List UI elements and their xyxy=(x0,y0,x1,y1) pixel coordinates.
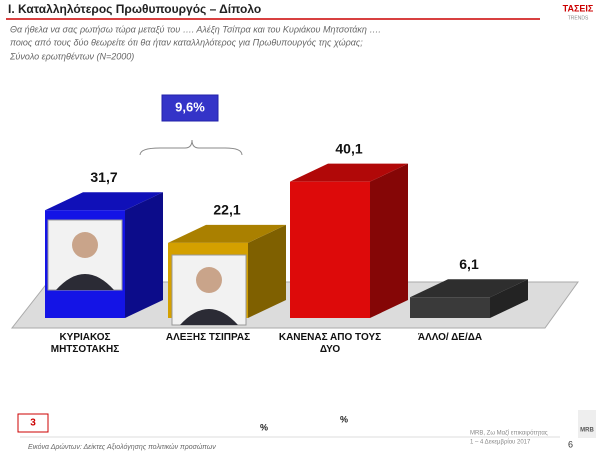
footer-note: Εικόνα Δρώντων: Δείκτες Αξιολόγησης πολι… xyxy=(28,443,216,451)
bar-side xyxy=(125,192,163,318)
category-label: ΆΛΛΟ/ ΔΕ/ΔΑ xyxy=(417,332,483,343)
bar-side xyxy=(370,163,408,318)
footer-percent: % xyxy=(340,414,348,424)
mrb-logo-text: MRB xyxy=(580,428,594,434)
footer-box-text: 3 xyxy=(30,418,36,429)
mrb-logo xyxy=(578,410,596,438)
logo-text: ΤΑΣΕΙΣ xyxy=(563,3,594,13)
footer-source: MRB, Ζω Μαζί επικαιρότητας xyxy=(470,430,548,437)
bar-side xyxy=(248,224,286,318)
value-label: 40,1 xyxy=(335,140,362,156)
bar xyxy=(290,181,370,318)
chart-title: Ι. Καταλληλότερος Πρωθυπουργός – Δίπολο xyxy=(8,2,261,16)
value-label: 22,1 xyxy=(213,202,240,218)
annotation: 9,6% xyxy=(175,99,205,114)
photo-head xyxy=(72,232,98,258)
bar-top xyxy=(410,279,528,298)
bar xyxy=(410,297,490,318)
photo-body xyxy=(180,309,238,325)
value-label: 6,1 xyxy=(459,256,479,272)
bar-top xyxy=(290,163,408,182)
footer-box xyxy=(17,413,49,433)
logo-sub: TRENDS xyxy=(568,15,589,21)
bar-side xyxy=(490,279,528,318)
logo xyxy=(556,2,596,24)
photo-body xyxy=(56,274,114,290)
photo-head xyxy=(196,267,222,293)
bracket xyxy=(139,139,243,156)
footer-source: 1 – 4 Δεκεμβρίου 2017 xyxy=(470,440,531,446)
page-number: 6 xyxy=(568,439,573,449)
bar-top xyxy=(168,224,286,243)
value-label: 31,7 xyxy=(90,169,117,185)
subtitle: Θα ήθελα να σας ρωτήσω τώρα μεταξύ του …… xyxy=(10,24,381,34)
subtitle: ποιος από τους δύο θεωρείτε ότι θα ήταν … xyxy=(10,37,363,47)
category-label: ΚΥΡΙΑΚΟΣ ΜΗΤΣΟΤΑΚΗΣ xyxy=(50,332,120,355)
annotation-box xyxy=(161,94,219,122)
category-label: ΑΛΕΞΗΣ ΤΣΙΠΡΑΣ xyxy=(165,332,251,343)
bar-top xyxy=(45,192,163,211)
category-label: ΚΑΝΕΝΑΣ ΑΠΟ ΤΟΥΣ ΔΥΟ xyxy=(278,332,382,355)
footer-percent: % xyxy=(260,422,268,432)
subtitle: Σύνολο ερωτηθέντων (Ν=2000) xyxy=(9,51,134,61)
